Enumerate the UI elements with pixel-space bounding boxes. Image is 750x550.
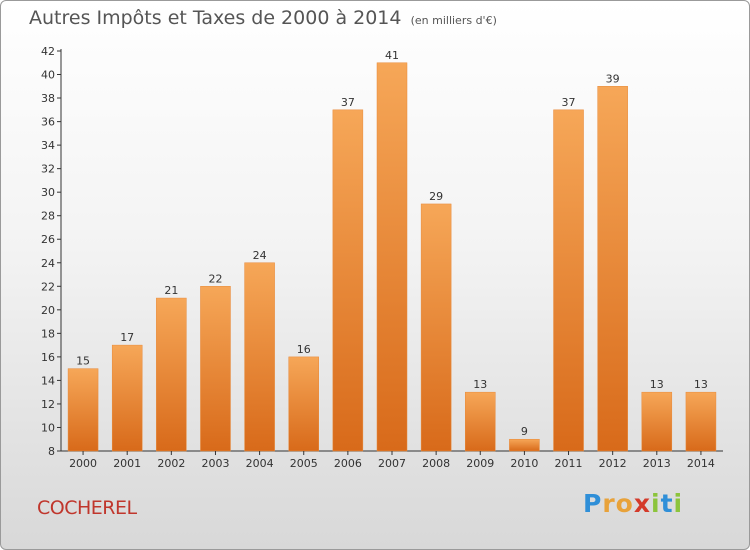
bar-value-label: 13: [694, 378, 708, 391]
proxiti-logo: Proxiti: [583, 489, 683, 518]
bar: [332, 109, 364, 452]
x-tick-label: 2007: [378, 457, 406, 470]
x-tick-label: 2003: [201, 457, 229, 470]
bar: [376, 62, 408, 452]
x-tick-label: 2008: [422, 457, 450, 470]
y-tick-label: 36: [41, 116, 55, 129]
bar: [465, 391, 496, 452]
y-tick-label: 20: [41, 304, 55, 317]
y-tick-label: 32: [41, 163, 55, 176]
y-tick-label: 16: [41, 351, 55, 364]
y-tick-label: 12: [41, 398, 55, 411]
bar: [67, 368, 99, 452]
bar: [641, 391, 673, 452]
bar-value-label: 21: [164, 284, 178, 297]
x-tick-label: 2009: [466, 457, 494, 470]
bar-value-label: 37: [562, 96, 576, 109]
chart-unit: (en milliers d'€): [410, 14, 497, 27]
x-tick-label: 2012: [599, 457, 627, 470]
bar-value-label: 24: [253, 249, 267, 262]
logo-letter: t: [660, 489, 674, 518]
commune-name: COCHEREL: [37, 497, 137, 519]
bar-value-label: 17: [120, 331, 134, 344]
x-tick-label: 2013: [643, 457, 671, 470]
x-tick-label: 2014: [687, 457, 715, 470]
bar: [420, 203, 452, 452]
bar: [685, 391, 717, 452]
y-tick-label: 26: [41, 233, 55, 246]
bar: [553, 109, 584, 452]
bar-value-label: 15: [76, 355, 90, 368]
x-tick-label: 2000: [69, 457, 97, 470]
bar-value-label: 22: [208, 272, 222, 285]
bar-value-label: 29: [429, 190, 443, 203]
logo-letter: o: [615, 489, 634, 518]
y-tick-label: 38: [41, 92, 55, 105]
x-tick-label: 2010: [510, 457, 538, 470]
y-tick-label: 42: [41, 45, 55, 58]
bar: [156, 297, 187, 452]
y-tick-label: 34: [41, 139, 55, 152]
y-tick-label: 40: [41, 69, 55, 82]
x-tick-label: 2011: [555, 457, 583, 470]
chart-title: Autres Impôts et Taxes de 2000 à 2014: [29, 7, 402, 29]
y-tick-label: 28: [41, 210, 55, 223]
logo-letter: P: [583, 489, 603, 518]
bar: [200, 286, 231, 452]
y-tick-label: 18: [41, 327, 55, 340]
y-tick-label: 22: [41, 280, 55, 293]
bar-value-label: 13: [650, 378, 664, 391]
x-tick-label: 2002: [157, 457, 185, 470]
x-tick-label: 2005: [290, 457, 318, 470]
logo-letter: r: [602, 489, 616, 518]
y-tick-label: 14: [41, 374, 55, 387]
bar-value-label: 37: [341, 96, 355, 109]
logo-letter: x: [633, 489, 651, 518]
x-tick-label: 2006: [334, 457, 362, 470]
y-tick-label: 10: [41, 421, 55, 434]
x-tick-label: 2001: [113, 457, 141, 470]
y-tick-label: 30: [41, 186, 55, 199]
bar: [244, 262, 275, 452]
bar-value-label: 39: [606, 72, 620, 85]
logo-letter: i: [673, 489, 684, 518]
chart-title-block: Autres Impôts et Taxes de 2000 à 2014 (e…: [29, 7, 497, 29]
bar-value-label: 41: [385, 49, 399, 62]
bar-value-label: 9: [521, 425, 528, 438]
y-tick-label: 8: [48, 445, 55, 458]
bar: [111, 344, 143, 452]
bar-value-label: 16: [297, 343, 311, 356]
logo-letter: i: [651, 489, 661, 518]
y-tick-label: 24: [41, 257, 55, 270]
bar: [288, 356, 319, 452]
x-tick-label: 2004: [246, 457, 274, 470]
bar: [509, 438, 540, 452]
bar-value-label: 13: [473, 378, 487, 391]
bar: [597, 86, 628, 452]
